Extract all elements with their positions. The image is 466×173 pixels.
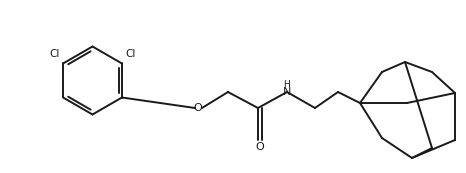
Text: O: O — [255, 143, 264, 153]
Text: Cl: Cl — [50, 49, 60, 60]
Text: N: N — [283, 87, 291, 97]
Text: Cl: Cl — [125, 49, 135, 60]
Text: O: O — [194, 103, 202, 113]
Text: H: H — [284, 80, 290, 89]
